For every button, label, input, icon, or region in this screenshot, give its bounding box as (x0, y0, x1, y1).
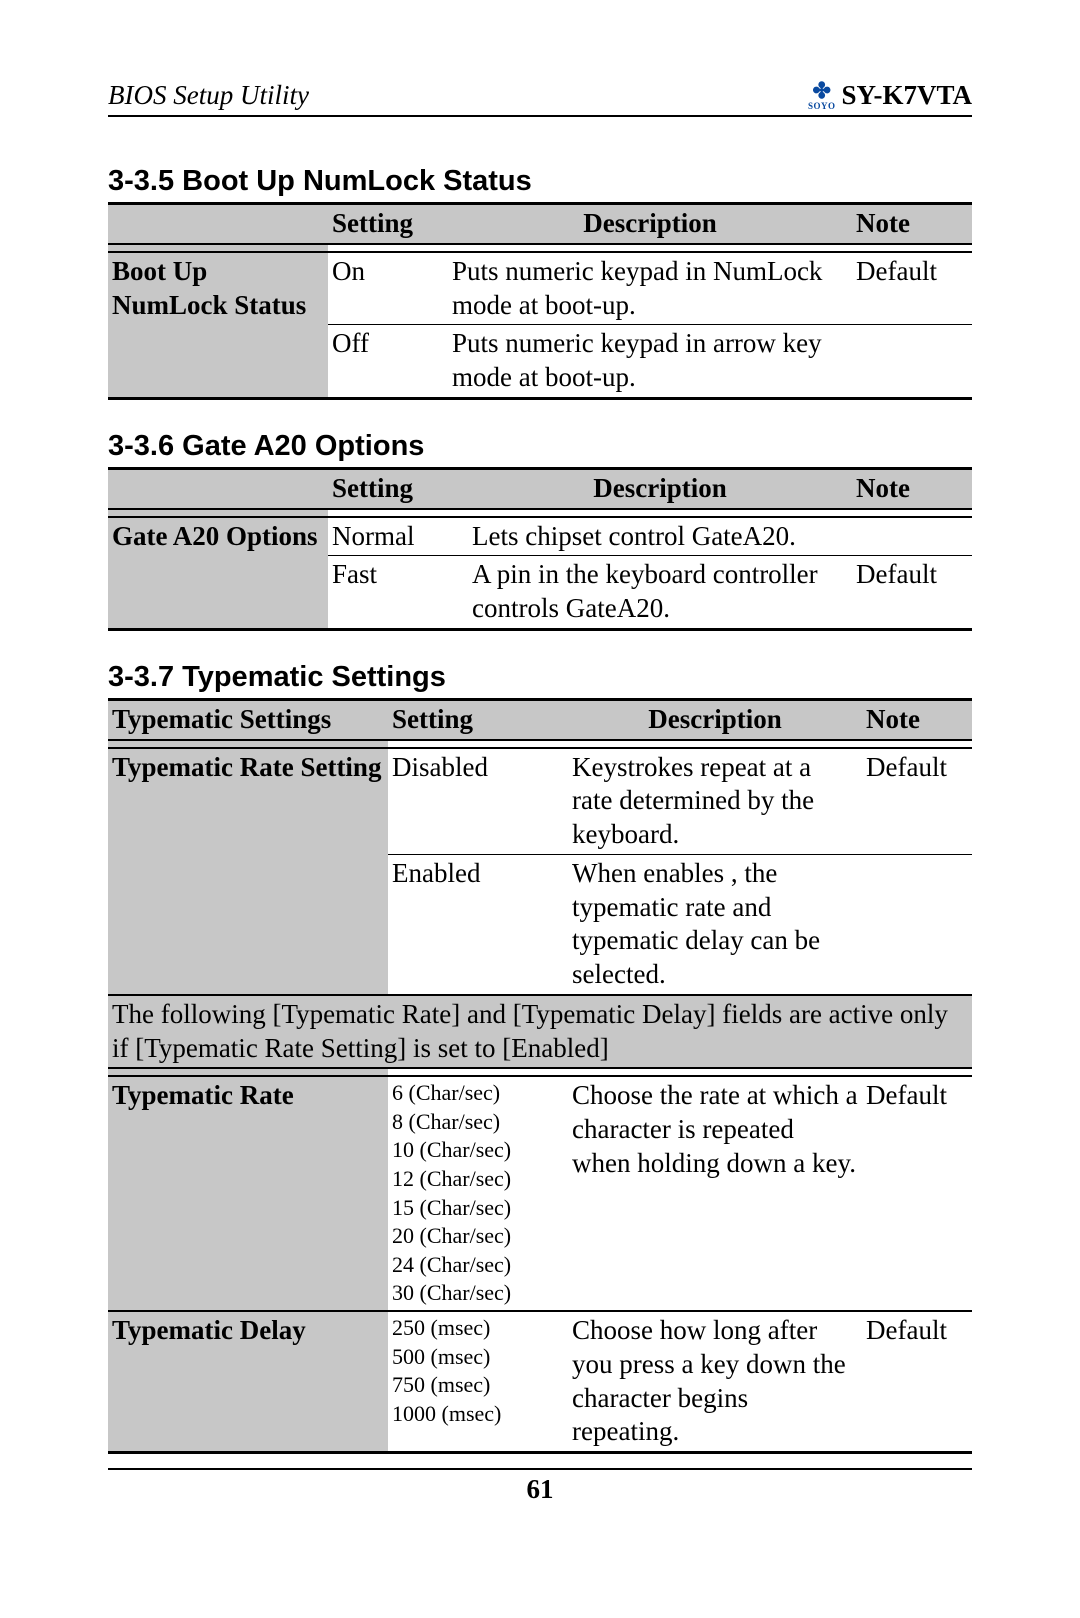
table-gap (108, 740, 972, 748)
col-typematic-settings: Typematic Settings (108, 699, 388, 739)
table-row: Typematic Rate Setting Disabled Keystrok… (108, 748, 972, 855)
logo-brand-text: SOYO (808, 102, 836, 111)
cell-note (852, 325, 972, 399)
table-gap (108, 244, 972, 252)
cell-desc: Puts numeric keypad in NumLock mode at b… (448, 252, 852, 325)
model-number: SY-K7VTA (841, 80, 972, 111)
col-blank (108, 204, 328, 244)
col-blank (108, 468, 328, 508)
soyo-logo-icon: ✤ SOYO (808, 80, 836, 111)
cell-desc: Choose how long after you press a key do… (568, 1311, 862, 1453)
cell-note (852, 517, 972, 556)
page-number: 61 (108, 1468, 972, 1505)
table-row: Gate A20 Options Normal Lets chipset con… (108, 517, 972, 556)
col-description: Description (448, 204, 852, 244)
cell-setting: Off (328, 325, 448, 399)
table-gap (108, 1068, 972, 1076)
table-header-row: Setting Description Note (108, 204, 972, 244)
document-page: BIOS Setup Utility ✤ SOYO SY-K7VTA 3-3.5… (0, 0, 1080, 1618)
cell-desc: Lets chipset control GateA20. (468, 517, 852, 556)
cell-setting: Disabled (388, 748, 568, 855)
row-label: Typematic Rate (108, 1076, 388, 1311)
table-header-row: Typematic Settings Setting Description N… (108, 699, 972, 739)
cell-setting: Fast (328, 556, 468, 630)
table-header-row: Setting Description Note (108, 468, 972, 508)
col-note: Note (852, 468, 972, 508)
col-note: Note (852, 204, 972, 244)
cell-setting: Normal (328, 517, 468, 556)
logo-glyph-icon: ✤ (812, 80, 830, 102)
header-title-right: ✤ SOYO SY-K7VTA (808, 80, 972, 111)
row-label: Boot Up NumLock Status (108, 252, 328, 399)
cell-note: Default (862, 1311, 972, 1453)
table-row: Typematic Rate 6 (Char/sec) 8 (Char/sec)… (108, 1076, 972, 1311)
typematic-note: The following [Typematic Rate] and [Type… (108, 995, 972, 1069)
cell-setting-list: 6 (Char/sec) 8 (Char/sec) 10 (Char/sec) … (388, 1076, 568, 1311)
col-note: Note (862, 699, 972, 739)
col-description: Description (568, 699, 862, 739)
cell-setting: On (328, 252, 448, 325)
row-label: Typematic Delay (108, 1311, 388, 1453)
table-note-row: The following [Typematic Rate] and [Type… (108, 995, 972, 1069)
header-title-left: BIOS Setup Utility (108, 80, 309, 111)
cell-desc: A pin in the keyboard controller control… (468, 556, 852, 630)
row-label: Gate A20 Options (108, 517, 328, 630)
cell-note: Default (862, 1076, 972, 1311)
cell-desc: Puts numeric keypad in arrow key mode at… (448, 325, 852, 399)
gate-table: Setting Description Note Gate A20 Option… (108, 467, 972, 631)
col-setting: Setting (328, 468, 468, 508)
table-row: Boot Up NumLock Status On Puts numeric k… (108, 252, 972, 325)
cell-note: Default (862, 748, 972, 855)
col-description: Description (468, 468, 852, 508)
cell-setting-list: 250 (msec) 500 (msec) 750 (msec) 1000 (m… (388, 1311, 568, 1453)
table-gap (108, 509, 972, 517)
cell-desc: Keystrokes repeat at a rate determined b… (568, 748, 862, 855)
page-header: BIOS Setup Utility ✤ SOYO SY-K7VTA (108, 80, 972, 117)
cell-setting: Enabled (388, 854, 568, 995)
cell-desc: Choose the rate at which a character is … (568, 1076, 862, 1311)
cell-note: Default (852, 556, 972, 630)
typematic-table: Typematic Settings Setting Description N… (108, 698, 972, 1454)
numlock-table: Setting Description Note Boot Up NumLock… (108, 202, 972, 400)
section-heading-numlock: 3-3.5 Boot Up NumLock Status (108, 165, 972, 198)
col-setting: Setting (388, 699, 568, 739)
cell-note: Default (852, 252, 972, 325)
row-label: Typematic Rate Setting (108, 748, 388, 995)
cell-note (862, 854, 972, 995)
cell-desc: When enables , the typematic rate and ty… (568, 854, 862, 995)
section-heading-gate: 3-3.6 Gate A20 Options (108, 430, 972, 463)
table-row: Typematic Delay 250 (msec) 500 (msec) 75… (108, 1311, 972, 1453)
section-heading-typematic: 3-3.7 Typematic Settings (108, 661, 972, 694)
col-setting: Setting (328, 204, 448, 244)
